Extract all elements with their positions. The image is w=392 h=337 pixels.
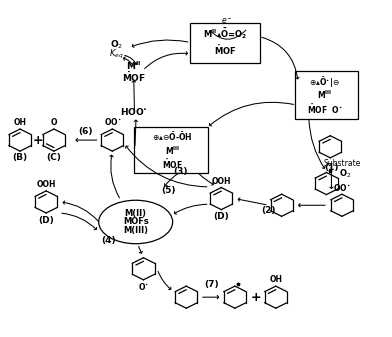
Text: HOO$^{\bullet}$: HOO$^{\bullet}$ <box>120 106 148 117</box>
Text: +: + <box>32 133 43 147</box>
Text: (D): (D) <box>213 212 229 221</box>
Text: (6): (6) <box>78 127 93 136</box>
Text: MOFs: MOFs <box>123 217 149 226</box>
Text: O$^{\bullet}$: O$^{\bullet}$ <box>138 281 149 293</box>
Text: M(II): M(II) <box>125 209 147 218</box>
Text: $\mathbf{\dot{M}OF}$: $\mathbf{\dot{M}OF}$ <box>214 44 236 57</box>
Text: (B): (B) <box>13 153 27 162</box>
Text: OH: OH <box>14 118 27 127</box>
Text: $\mathbf{\dot{M}OF}$  O$^{\bullet}$: $\mathbf{\dot{M}OF}$ O$^{\bullet}$ <box>307 102 342 116</box>
FancyBboxPatch shape <box>134 127 208 173</box>
Text: M$^{\mathbf{II}}$$\blacktriangle$$\mathbf{\bar{O}}$=O$_{\mathbf{2}}$: M$^{\mathbf{II}}$$\blacktriangle$$\mathb… <box>203 27 247 41</box>
FancyBboxPatch shape <box>190 23 260 63</box>
Text: (5): (5) <box>162 186 176 195</box>
Text: M$^{\mathbf{III}}$: M$^{\mathbf{III}}$ <box>165 145 180 157</box>
Text: OO$^{\bullet}$: OO$^{\bullet}$ <box>103 116 121 127</box>
Text: (2): (2) <box>261 206 275 215</box>
Text: e$^-$: e$^-$ <box>221 16 233 26</box>
Text: O: O <box>51 118 57 127</box>
FancyBboxPatch shape <box>295 71 358 119</box>
Text: (4): (4) <box>101 236 116 245</box>
Text: O$_2$: O$_2$ <box>339 168 352 180</box>
Text: $\oplus$$\blacktriangle$$\ominus$$\bar{\mathbf{O}}$-$\bar{\mathbf{O}}$H: $\oplus$$\blacktriangle$$\ominus$$\bar{\… <box>152 130 193 143</box>
Text: $\mathbf{\dot{M}OF}$: $\mathbf{\dot{M}OF}$ <box>122 70 146 84</box>
Text: OOH: OOH <box>212 177 231 186</box>
Text: +: + <box>250 291 261 304</box>
Text: M$^{\mathbf{II}}$: M$^{\mathbf{II}}$ <box>126 60 141 72</box>
Text: (7): (7) <box>204 280 219 289</box>
Text: OO$^{\bullet}$: OO$^{\bullet}$ <box>333 182 351 192</box>
Text: (1): (1) <box>324 163 339 172</box>
Text: M$^{\mathbf{III}}$: M$^{\mathbf{III}}$ <box>317 89 332 101</box>
Text: (D): (D) <box>38 216 54 225</box>
Text: (C): (C) <box>47 153 62 162</box>
Text: (3): (3) <box>174 167 188 176</box>
Text: $\oplus$$\blacktriangle$$\bar{\mathbf{O}}^{\bullet}$|$\ominus$: $\oplus$$\blacktriangle$$\bar{\mathbf{O}… <box>309 75 340 90</box>
Text: Substrate: Substrate <box>323 159 361 168</box>
Text: K$_{eq}$: K$_{eq}$ <box>109 48 123 61</box>
Text: M(III): M(III) <box>123 226 148 235</box>
Text: OH: OH <box>269 275 282 284</box>
Text: $\mathbf{\dot{M}OF}$: $\mathbf{\dot{M}OF}$ <box>162 158 183 171</box>
Text: OOH: OOH <box>36 180 56 189</box>
Text: O$_2$: O$_2$ <box>110 39 123 52</box>
